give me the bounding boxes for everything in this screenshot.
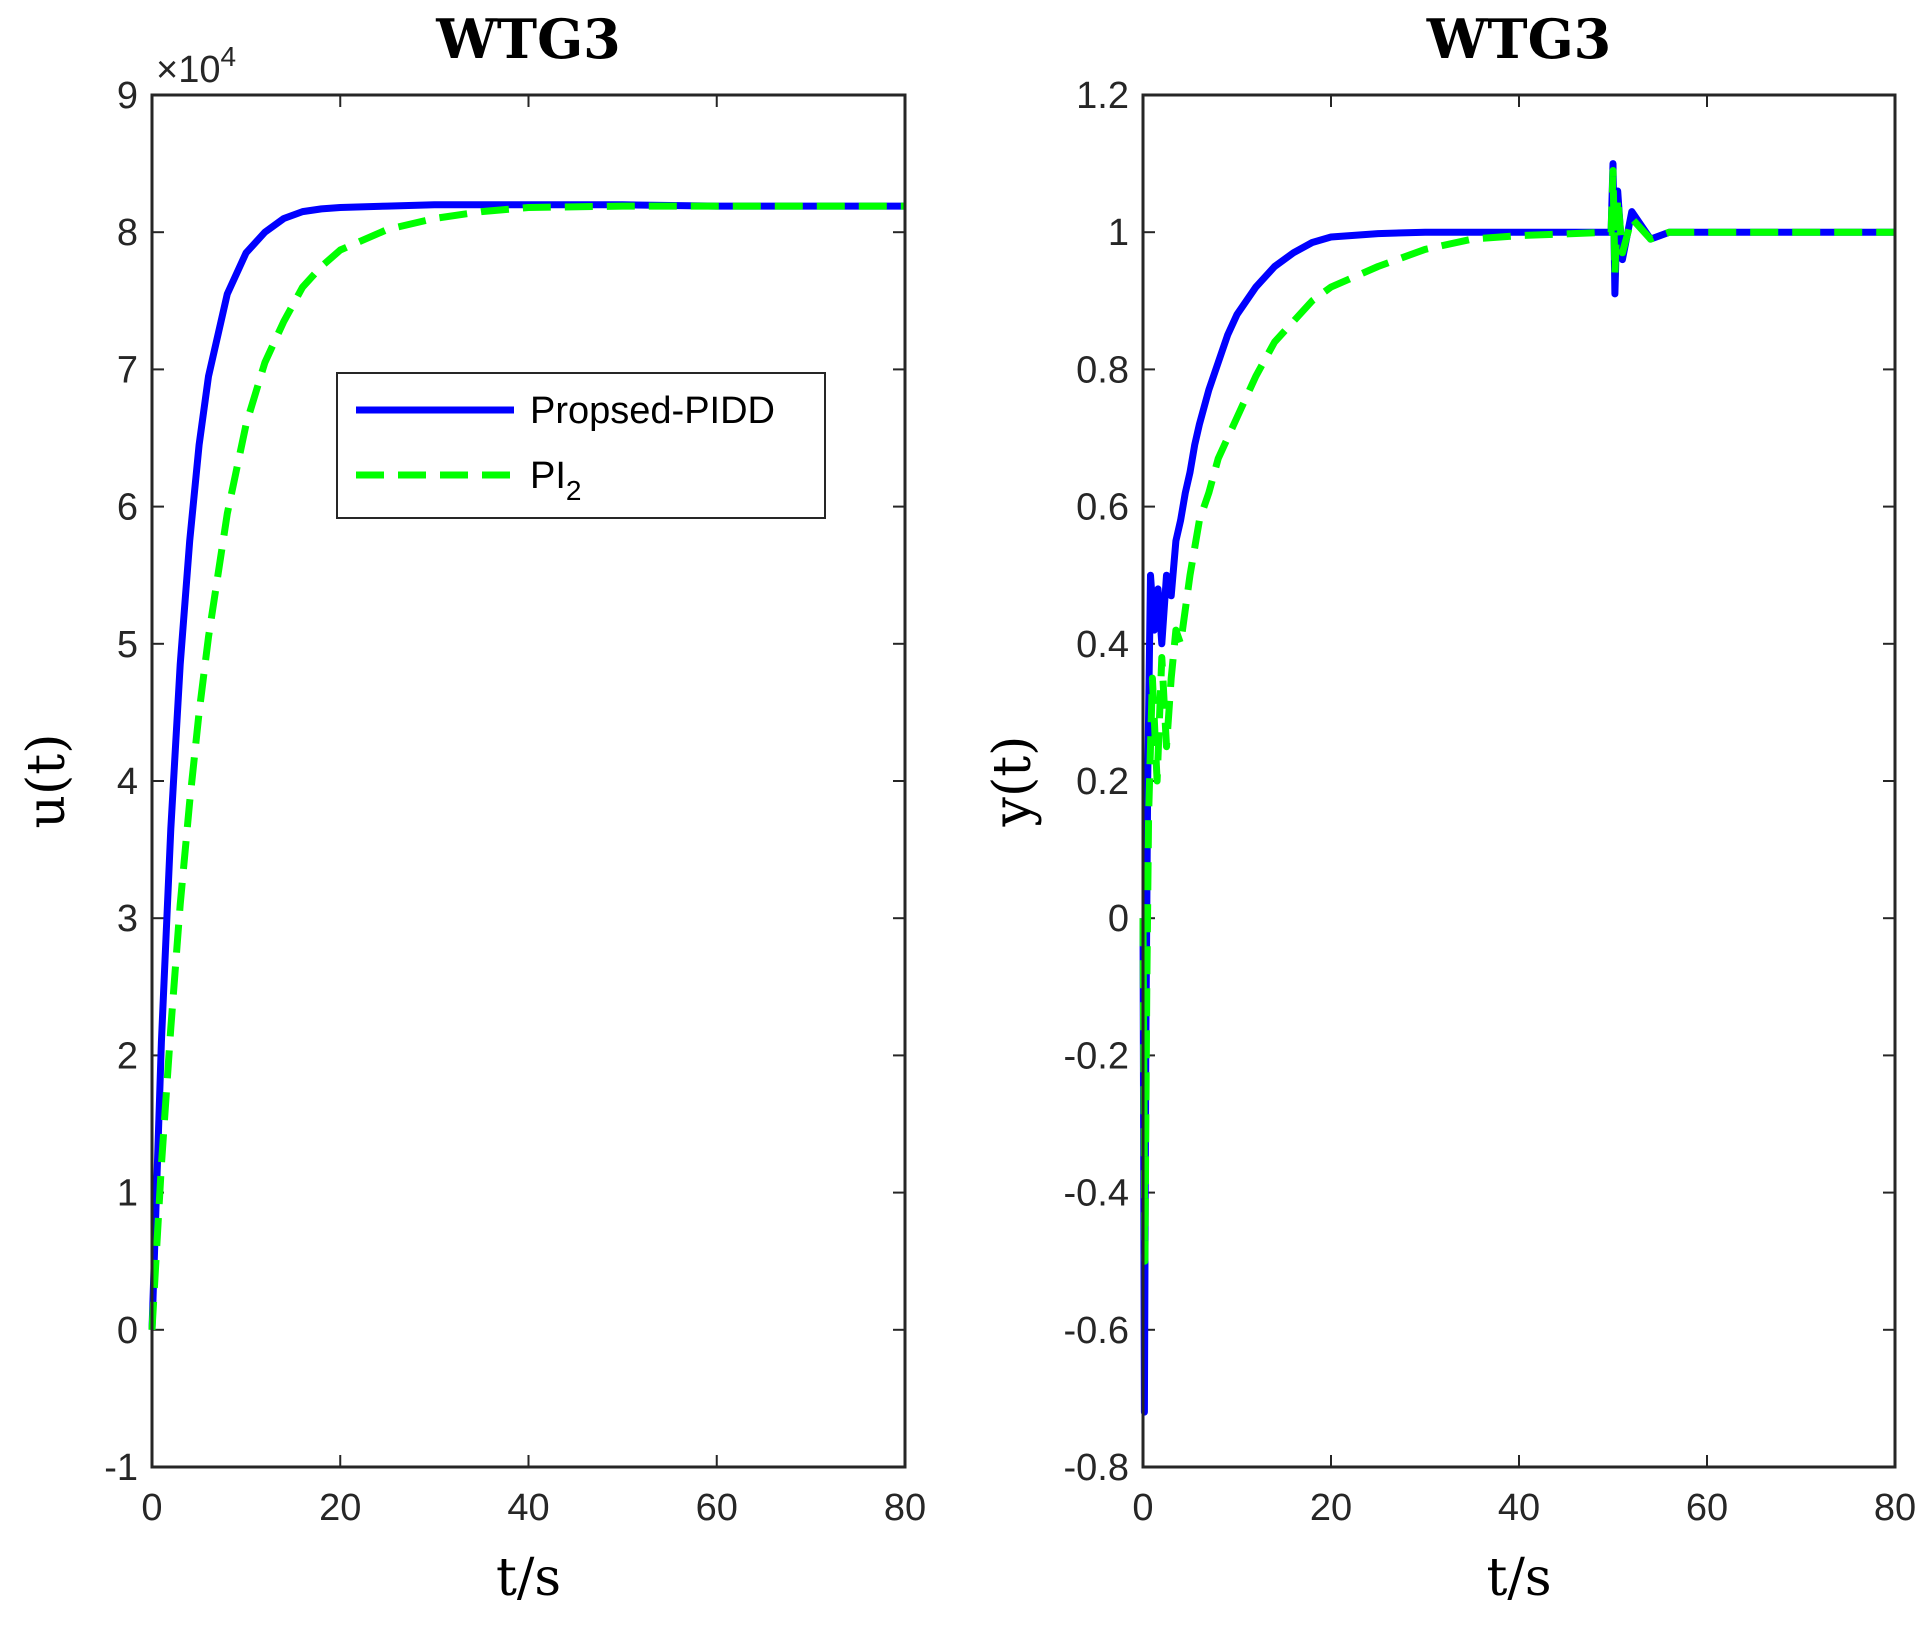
y-axis-exponent-base: ×10 [156, 49, 220, 91]
axes-box [150, 93, 907, 1469]
x-tick-label: 60 [1686, 1487, 1728, 1529]
x-tick-label: 40 [507, 1487, 549, 1529]
y-tick-label: 0 [117, 1310, 138, 1352]
x-tick-label: 0 [1132, 1487, 1153, 1529]
x-tick-label: 20 [319, 1487, 361, 1529]
x-tick-label: 0 [141, 1487, 162, 1529]
y-tick-label: 7 [117, 349, 138, 391]
x-tick-label: 80 [1874, 1487, 1916, 1529]
axes-box [1141, 93, 1897, 1469]
y-axis-label: y(t) [983, 736, 1043, 828]
y-tick-label: 2 [117, 1035, 138, 1077]
y-tick-label: 8 [117, 212, 138, 254]
plot-area [152, 95, 905, 1467]
y-axis-exponent: ×104 [156, 41, 236, 91]
y-tick-label: 6 [117, 487, 138, 529]
legend: Propsed-PIDD PI2 [336, 372, 826, 519]
x-tick-label: 60 [696, 1487, 738, 1529]
chart-title: WTG3 [435, 7, 621, 71]
chart-title: WTG3 [1426, 7, 1612, 71]
y-tick-label: 0.4 [1076, 624, 1129, 666]
y-tick-label: -0.8 [1064, 1447, 1129, 1489]
y-tick-label: 0.8 [1076, 349, 1129, 391]
y-tick-labels: -0.8 -0.6 -0.4 -0.2 0 0.2 0.4 0.6 0.8 1 1.2 [1064, 75, 1129, 1489]
y-tick-label: 0 [1108, 898, 1129, 940]
series-group [1139, 160, 1895, 1416]
legend-label-pi2-main: PI [530, 455, 566, 497]
legend-label-pi2: PI2 [530, 455, 581, 506]
x-tick-label: 20 [1310, 1487, 1352, 1529]
legend-label-propsed-pidd: Propsed-PIDD [530, 390, 775, 432]
y-tick-label: 0.6 [1076, 487, 1129, 529]
x-tick-label: 40 [1498, 1487, 1540, 1529]
legend-box [336, 372, 826, 519]
y-tick-label: 9 [117, 75, 138, 117]
series-line-propsed-pidd [1139, 160, 1895, 1416]
y-tick-label: 1 [117, 1173, 138, 1215]
y-axis-label: u(t) [17, 734, 77, 829]
y-tick-label: 1 [1108, 212, 1129, 254]
x-tick-label: 80 [884, 1487, 926, 1529]
y-axis-exponent-power: 4 [220, 41, 236, 72]
series-group [148, 201, 905, 1330]
x-tick-labels: 0 20 40 60 80 [1132, 1487, 1916, 1529]
y-tick-label: 0.2 [1076, 761, 1129, 803]
y-tick-label: -1 [104, 1447, 138, 1489]
x-axis-label: t/s [1486, 1548, 1551, 1608]
y-tick-label: -0.4 [1064, 1173, 1129, 1215]
y-tick-labels: -1 0 1 2 3 4 5 6 7 8 9 [104, 75, 138, 1489]
x-axis-label: t/s [496, 1548, 561, 1608]
series-line-pi2 [148, 202, 905, 1330]
y-tick-label: 5 [117, 624, 138, 666]
x-tick-labels: 0 20 40 60 80 [141, 1487, 926, 1529]
y-tick-label: -0.6 [1064, 1310, 1129, 1352]
y-tick-label: 4 [117, 761, 138, 803]
y-tick-label: 1.2 [1076, 75, 1129, 117]
legend-label-pi2-sub: 2 [566, 475, 582, 506]
plot-area [1143, 95, 1895, 1467]
y-tick-label: 3 [117, 898, 138, 940]
y-tick-label: -0.2 [1064, 1035, 1129, 1077]
right-panel-y: 0 20 40 60 80 -0.8 -0.6 -0.4 -0.2 0 0.2 0.4 0.6 0.8 1… [983, 7, 1916, 1608]
series-line-pi2 [1139, 167, 1895, 1265]
